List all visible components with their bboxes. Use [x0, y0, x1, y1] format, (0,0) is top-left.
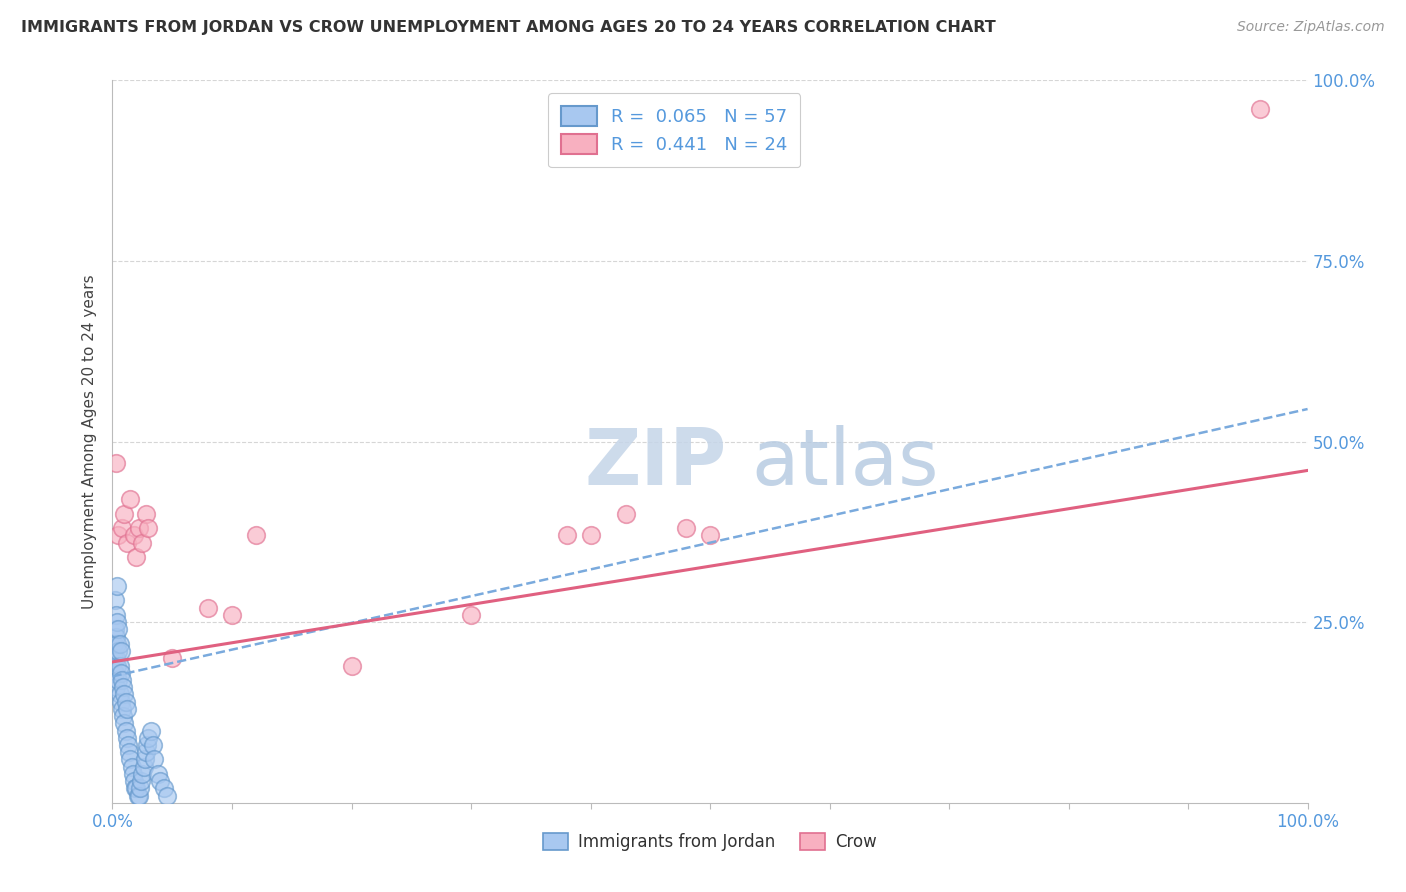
Point [129, 774, 152, 789]
Point [132, 760, 155, 774]
Point [107, 528, 129, 542]
Point [138, 731, 160, 745]
Point [699, 528, 721, 542]
Point [105, 658, 128, 673]
Point [142, 738, 165, 752]
Point [108, 687, 131, 701]
Point [125, 781, 148, 796]
Point [555, 528, 578, 542]
Point [105, 651, 128, 665]
Point [114, 723, 136, 738]
Point [115, 731, 138, 745]
Point [108, 658, 131, 673]
Point [131, 535, 153, 549]
Text: atlas: atlas [752, 425, 939, 501]
Point [138, 521, 160, 535]
Text: IMMIGRANTS FROM JORDAN VS CROW UNEMPLOYMENT AMONG AGES 20 TO 24 YEARS CORRELATIO: IMMIGRANTS FROM JORDAN VS CROW UNEMPLOYM… [21, 20, 995, 35]
Point [149, 774, 172, 789]
Point [112, 680, 135, 694]
Point [340, 658, 363, 673]
Point [111, 673, 134, 687]
Point [156, 789, 179, 803]
Point [105, 607, 128, 622]
Point [105, 630, 128, 644]
Point [579, 528, 602, 542]
Point [128, 789, 150, 803]
Point [114, 716, 135, 731]
Point [105, 579, 128, 593]
Point [460, 607, 482, 622]
Point [136, 738, 159, 752]
Point [110, 644, 132, 658]
Point [110, 695, 132, 709]
Point [104, 593, 127, 607]
Point [115, 702, 138, 716]
Point [122, 528, 145, 542]
Point [110, 665, 132, 680]
Point [107, 644, 129, 658]
Point [121, 767, 143, 781]
Point [105, 615, 128, 630]
Legend: Immigrants from Jordan, Crow: Immigrants from Jordan, Crow [534, 825, 886, 860]
Point [122, 774, 145, 789]
Point [128, 521, 150, 535]
Point [103, 651, 125, 665]
Y-axis label: Unemployment Among Ages 20 to 24 years: Unemployment Among Ages 20 to 24 years [82, 274, 97, 609]
Point [120, 492, 142, 507]
Point [1249, 102, 1271, 116]
Text: ZIP: ZIP [585, 425, 727, 501]
Point [146, 767, 169, 781]
Point [105, 637, 128, 651]
Point [120, 752, 142, 766]
Point [103, 637, 125, 651]
Point [616, 507, 638, 521]
Point [108, 637, 131, 651]
Point [134, 752, 156, 766]
Point [107, 623, 129, 637]
Point [125, 550, 148, 565]
Point [107, 673, 129, 687]
Point [675, 521, 697, 535]
Point [124, 781, 146, 796]
Point [131, 767, 153, 781]
Point [105, 680, 128, 694]
Point [105, 456, 128, 470]
Point [139, 723, 162, 738]
Point [221, 607, 243, 622]
Point [115, 535, 138, 549]
Point [153, 781, 176, 796]
Point [245, 528, 267, 542]
Point [104, 665, 127, 680]
Point [129, 781, 152, 796]
Point [114, 687, 135, 701]
Point [112, 709, 135, 723]
Point [114, 695, 136, 709]
Point [162, 651, 183, 665]
Point [197, 600, 219, 615]
Point [117, 738, 139, 752]
Text: Source: ZipAtlas.com: Source: ZipAtlas.com [1237, 20, 1385, 34]
Point [143, 752, 166, 766]
Point [127, 789, 149, 803]
Point [104, 623, 127, 637]
Point [111, 521, 134, 535]
Point [118, 745, 141, 759]
Point [114, 507, 135, 521]
Point [135, 745, 157, 759]
Point [121, 760, 143, 774]
Point [111, 702, 134, 716]
Point [135, 507, 157, 521]
